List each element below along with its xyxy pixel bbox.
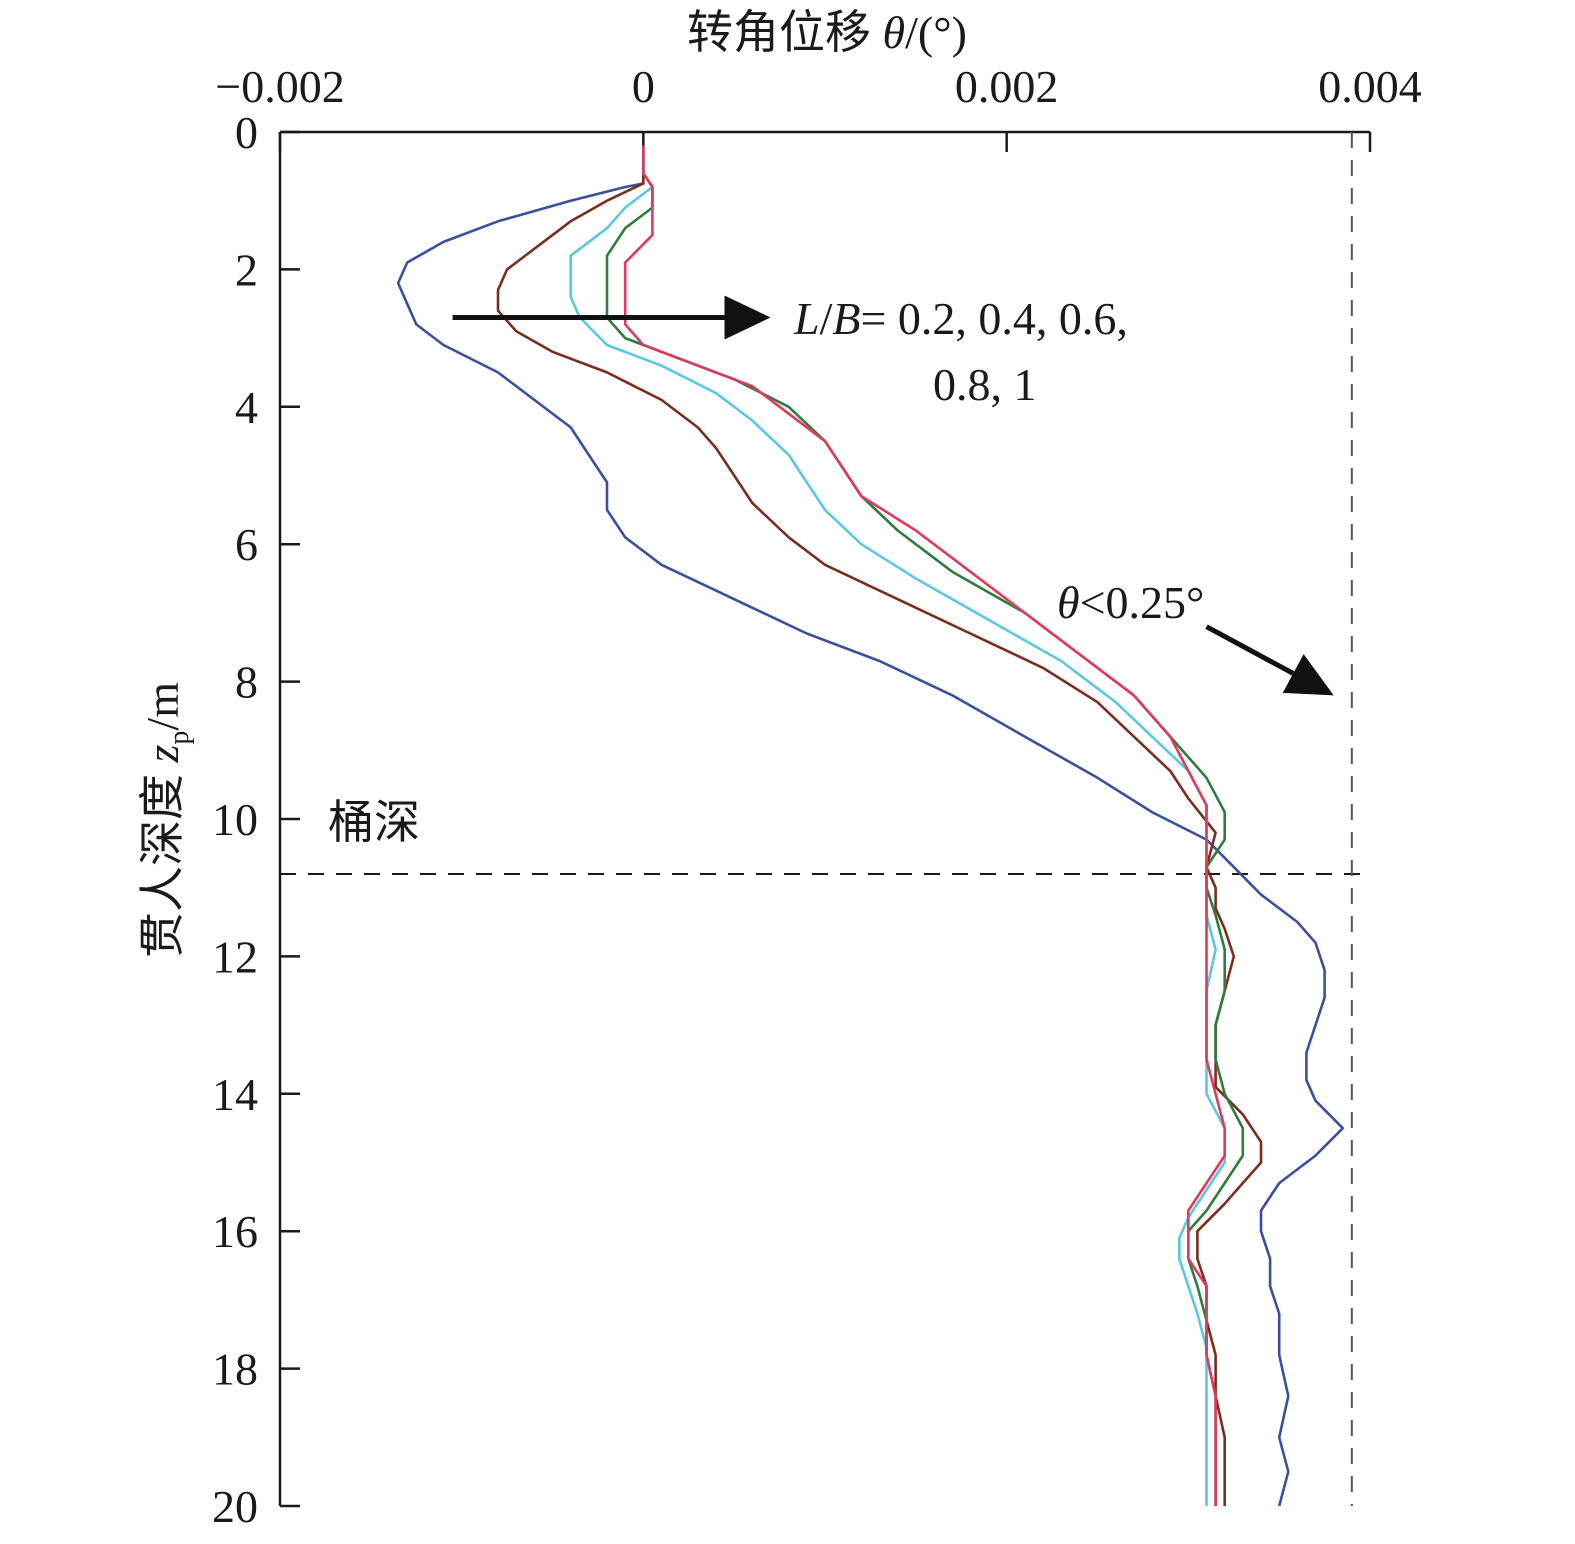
series-line-2 — [496, 145, 1263, 1506]
series-lines — [396, 145, 1345, 1507]
x-axis-title: 转角位移 θ/(°) — [687, 7, 967, 58]
lb-annotation-line2: 0.8, 1 — [933, 359, 1037, 410]
series-line-5 — [623, 145, 1226, 1506]
y-tick-label: 12 — [212, 931, 258, 982]
x-tick-label: 0.002 — [955, 61, 1059, 112]
annotations: 转角位移 θ/(°) 贯人深度 zp/m 桶深 L/B= 0.2, 0.4, 0… — [137, 7, 1334, 958]
y-tick-label: 6 — [235, 519, 258, 570]
x-tick-label: 0 — [632, 61, 655, 112]
arrow-head-1 — [724, 295, 771, 340]
y-tick-label: 4 — [235, 382, 258, 433]
series-line-4 — [605, 145, 1245, 1506]
arrow-head-2 — [1282, 654, 1334, 696]
x-tick-label: −0.002 — [215, 61, 344, 112]
bucket-depth-label: 桶深 — [328, 797, 420, 848]
annotation-arrows — [452, 295, 1334, 696]
y-tick-label: 0 — [235, 107, 258, 158]
series-line-3 — [569, 145, 1226, 1506]
y-tick-label: 2 — [235, 244, 258, 295]
y-tick-label: 8 — [235, 657, 258, 708]
y-tick-label: 16 — [212, 1206, 258, 1257]
y-ticks: 0 2 4 6 8 10 12 14 16 18 20 — [212, 107, 300, 1532]
y-tick-label: 18 — [212, 1344, 258, 1395]
lb-annotation: L/B= 0.2, 0.4, 0.6, — [793, 293, 1128, 344]
series-line-1 — [396, 145, 1345, 1507]
arrow-shaft-2 — [1205, 624, 1295, 676]
y-tick-label: 20 — [212, 1481, 258, 1532]
y-axis-title: 贯人深度 zp/m — [137, 682, 195, 958]
x-ticks: −0.002 0 0.002 0.004 — [215, 61, 1422, 152]
y-tick-label: 14 — [212, 1069, 258, 1120]
reference-lines — [280, 132, 1370, 1506]
theta-limit-annotation: θ<0.25° — [1057, 577, 1204, 628]
x-tick-label: 0.004 — [1318, 61, 1422, 112]
y-tick-label: 10 — [212, 794, 258, 845]
